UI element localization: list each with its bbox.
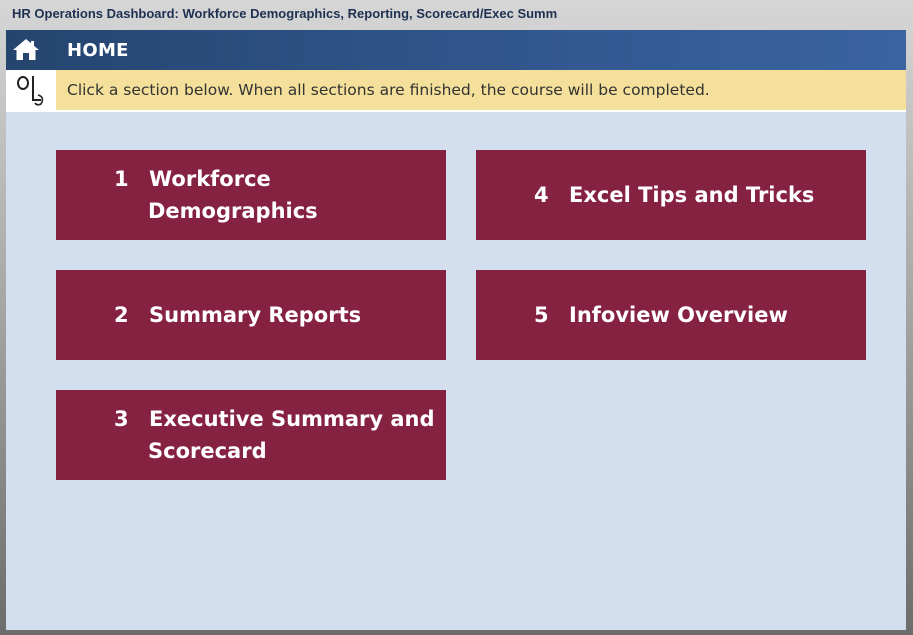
header-bar: HOME <box>6 30 906 70</box>
course-frame: HOME Click a section below. When all sec… <box>6 30 906 630</box>
home-icon[interactable] <box>6 30 46 70</box>
section-line: 3 Executive Summary and <box>114 407 435 431</box>
section-tile-1[interactable]: 1 Workforce Demographics <box>56 150 446 240</box>
section-line: 1 Workforce <box>114 167 271 191</box>
window-title: HR Operations Dashboard: Workforce Demog… <box>12 6 558 21</box>
instruction-row: Click a section below. When all sections… <box>6 70 906 110</box>
section-number: 4 <box>534 183 549 207</box>
section-tile-3[interactable]: 3 Executive Summary and Scorecard <box>56 390 446 480</box>
section-title: Summary Reports <box>149 303 362 327</box>
section-tile-5[interactable]: 5 Infoview Overview <box>476 270 866 360</box>
section-title: Infoview Overview <box>569 303 788 327</box>
divider <box>6 110 906 112</box>
section-number: 1 <box>114 167 129 191</box>
page-title: HOME <box>67 39 129 61</box>
section-title-line2: Demographics <box>148 199 318 223</box>
section-tile-2[interactable]: 2 Summary Reports <box>56 270 446 360</box>
section-title-line2: Scorecard <box>148 439 267 463</box>
instruction-bar: Click a section below. When all sections… <box>56 70 906 110</box>
section-title: Workforce <box>149 167 271 191</box>
ol-logo-icon <box>6 70 56 110</box>
section-title: Executive Summary and <box>149 407 435 431</box>
section-number: 3 <box>114 407 129 431</box>
section-title: Excel Tips and Tricks <box>569 183 815 207</box>
section-tile-4[interactable]: 4 Excel Tips and Tricks <box>476 150 866 240</box>
section-number: 2 <box>114 303 129 327</box>
section-number: 5 <box>534 303 549 327</box>
instruction-text: Click a section below. When all sections… <box>67 81 710 99</box>
